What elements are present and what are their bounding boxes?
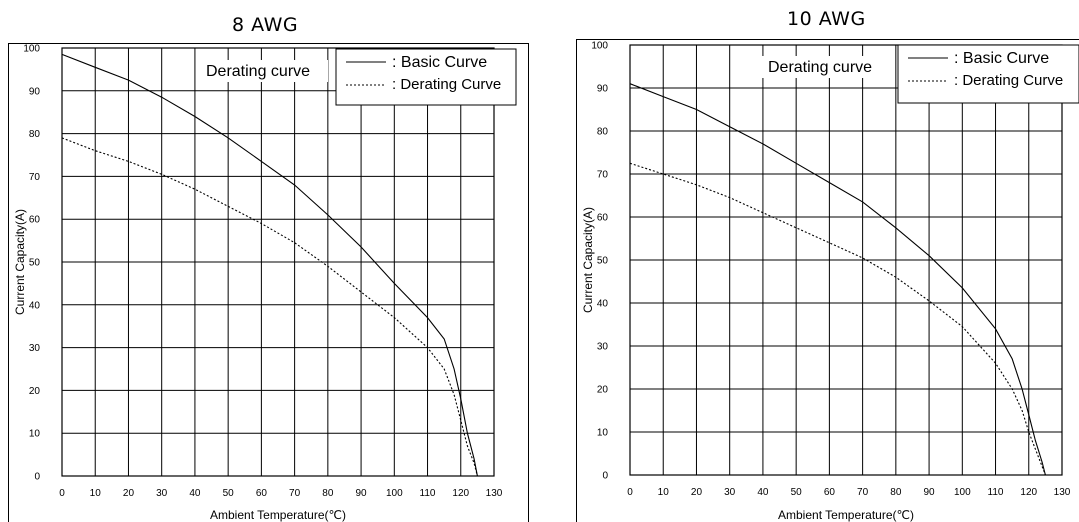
inner-title-background <box>200 60 328 82</box>
y-tick-label: 0 <box>34 472 40 483</box>
series-line-derating <box>629 162 1046 476</box>
inner-title-background <box>762 56 890 78</box>
y-tick-label: 10 <box>29 429 41 440</box>
y-tick-label: 10 <box>597 428 609 439</box>
legend-label: : Basic Curve <box>392 54 487 71</box>
y-tick-label: 0 <box>602 471 608 482</box>
x-tick-label: 40 <box>189 488 201 499</box>
y-tick-label: 30 <box>597 342 609 353</box>
series-line-basic <box>61 53 478 477</box>
x-tick-label: 120 <box>452 488 469 499</box>
x-tick-label: 30 <box>724 487 736 498</box>
y-tick-label: 30 <box>29 343 41 354</box>
x-tick-label: 0 <box>627 487 633 498</box>
y-tick-label: 20 <box>29 386 41 397</box>
x-tick-label: 60 <box>256 488 268 499</box>
y-tick-label: 90 <box>597 84 609 95</box>
y-tick-label: 80 <box>29 129 41 140</box>
x-axis-label: Ambient Temperature(℃) <box>778 508 914 522</box>
y-tick-label: 60 <box>597 213 609 224</box>
y-tick-label: 50 <box>29 258 41 269</box>
chart-frame <box>8 43 529 522</box>
x-tick-label: 110 <box>420 488 436 499</box>
x-tick-label: 90 <box>356 488 368 499</box>
inner-chart-title: Derating curve <box>206 63 310 80</box>
y-tick-label: 40 <box>29 300 41 311</box>
legend-label: : Basic Curve <box>954 50 1049 67</box>
y-tick-label: 20 <box>597 385 609 396</box>
y-tick-label: 70 <box>597 170 609 181</box>
plot-area-border <box>629 44 1063 476</box>
x-tick-label: 50 <box>223 488 235 499</box>
x-tick-label: 130 <box>486 488 503 499</box>
y-tick-label: 60 <box>29 215 41 226</box>
chart-title-10awg: 10 AWG <box>787 8 866 30</box>
x-tick-label: 20 <box>691 487 703 498</box>
x-tick-label: 100 <box>386 488 403 499</box>
chart-10awg: 0 10 20 30 40 50 60 70 80 90 100 110 120 130 0 10 20 30 40… <box>576 39 1079 522</box>
x-tick-label: 10 <box>90 488 102 499</box>
y-axis-label: Current Capacity(A) <box>13 209 27 315</box>
x-tick-label: 80 <box>322 488 334 499</box>
y-axis-label: Current Capacity(A) <box>581 207 595 313</box>
plot-area-border <box>61 47 495 477</box>
y-tick-label: 100 <box>23 44 40 55</box>
x-tick-label: 50 <box>791 487 803 498</box>
x-tick-label: 70 <box>857 487 869 498</box>
x-tick-label: 20 <box>123 488 135 499</box>
legend-box <box>335 48 517 106</box>
y-tick-label: 100 <box>591 41 608 52</box>
legend-label: : Derating Curve <box>392 76 501 93</box>
x-tick-label: 40 <box>757 487 769 498</box>
x-tick-label: 30 <box>156 488 168 499</box>
series-line-basic <box>629 83 1046 476</box>
inner-chart-title: Derating curve <box>768 59 872 76</box>
x-axis-label: Ambient Temperature(℃) <box>210 508 346 522</box>
x-tick-label: 120 <box>1020 487 1037 498</box>
y-tick-label: 80 <box>597 127 609 138</box>
y-tick-label: 40 <box>597 299 609 310</box>
y-tick-label: 90 <box>29 86 41 97</box>
chart-frame <box>576 39 1079 522</box>
y-tick-label: 50 <box>597 256 609 267</box>
x-tick-label: 100 <box>954 487 971 498</box>
x-tick-label: 60 <box>824 487 836 498</box>
legend-box <box>897 44 1079 104</box>
series-line-derating <box>61 137 478 477</box>
x-tick-label: 10 <box>658 487 670 498</box>
chart-title-8awg: 8 AWG <box>232 14 299 36</box>
x-tick-label: 80 <box>890 487 902 498</box>
legend-label: : Derating Curve <box>954 72 1063 89</box>
chart-8awg: 0 10 20 30 40 50 60 70 80 90 100 110 120 130 0 10 20 30 40… <box>8 43 529 522</box>
x-tick-label: 90 <box>924 487 936 498</box>
y-tick-label: 70 <box>29 172 41 183</box>
x-tick-label: 110 <box>988 487 1004 498</box>
x-tick-label: 70 <box>289 488 301 499</box>
x-tick-label: 0 <box>59 488 65 499</box>
x-tick-label: 130 <box>1054 487 1071 498</box>
